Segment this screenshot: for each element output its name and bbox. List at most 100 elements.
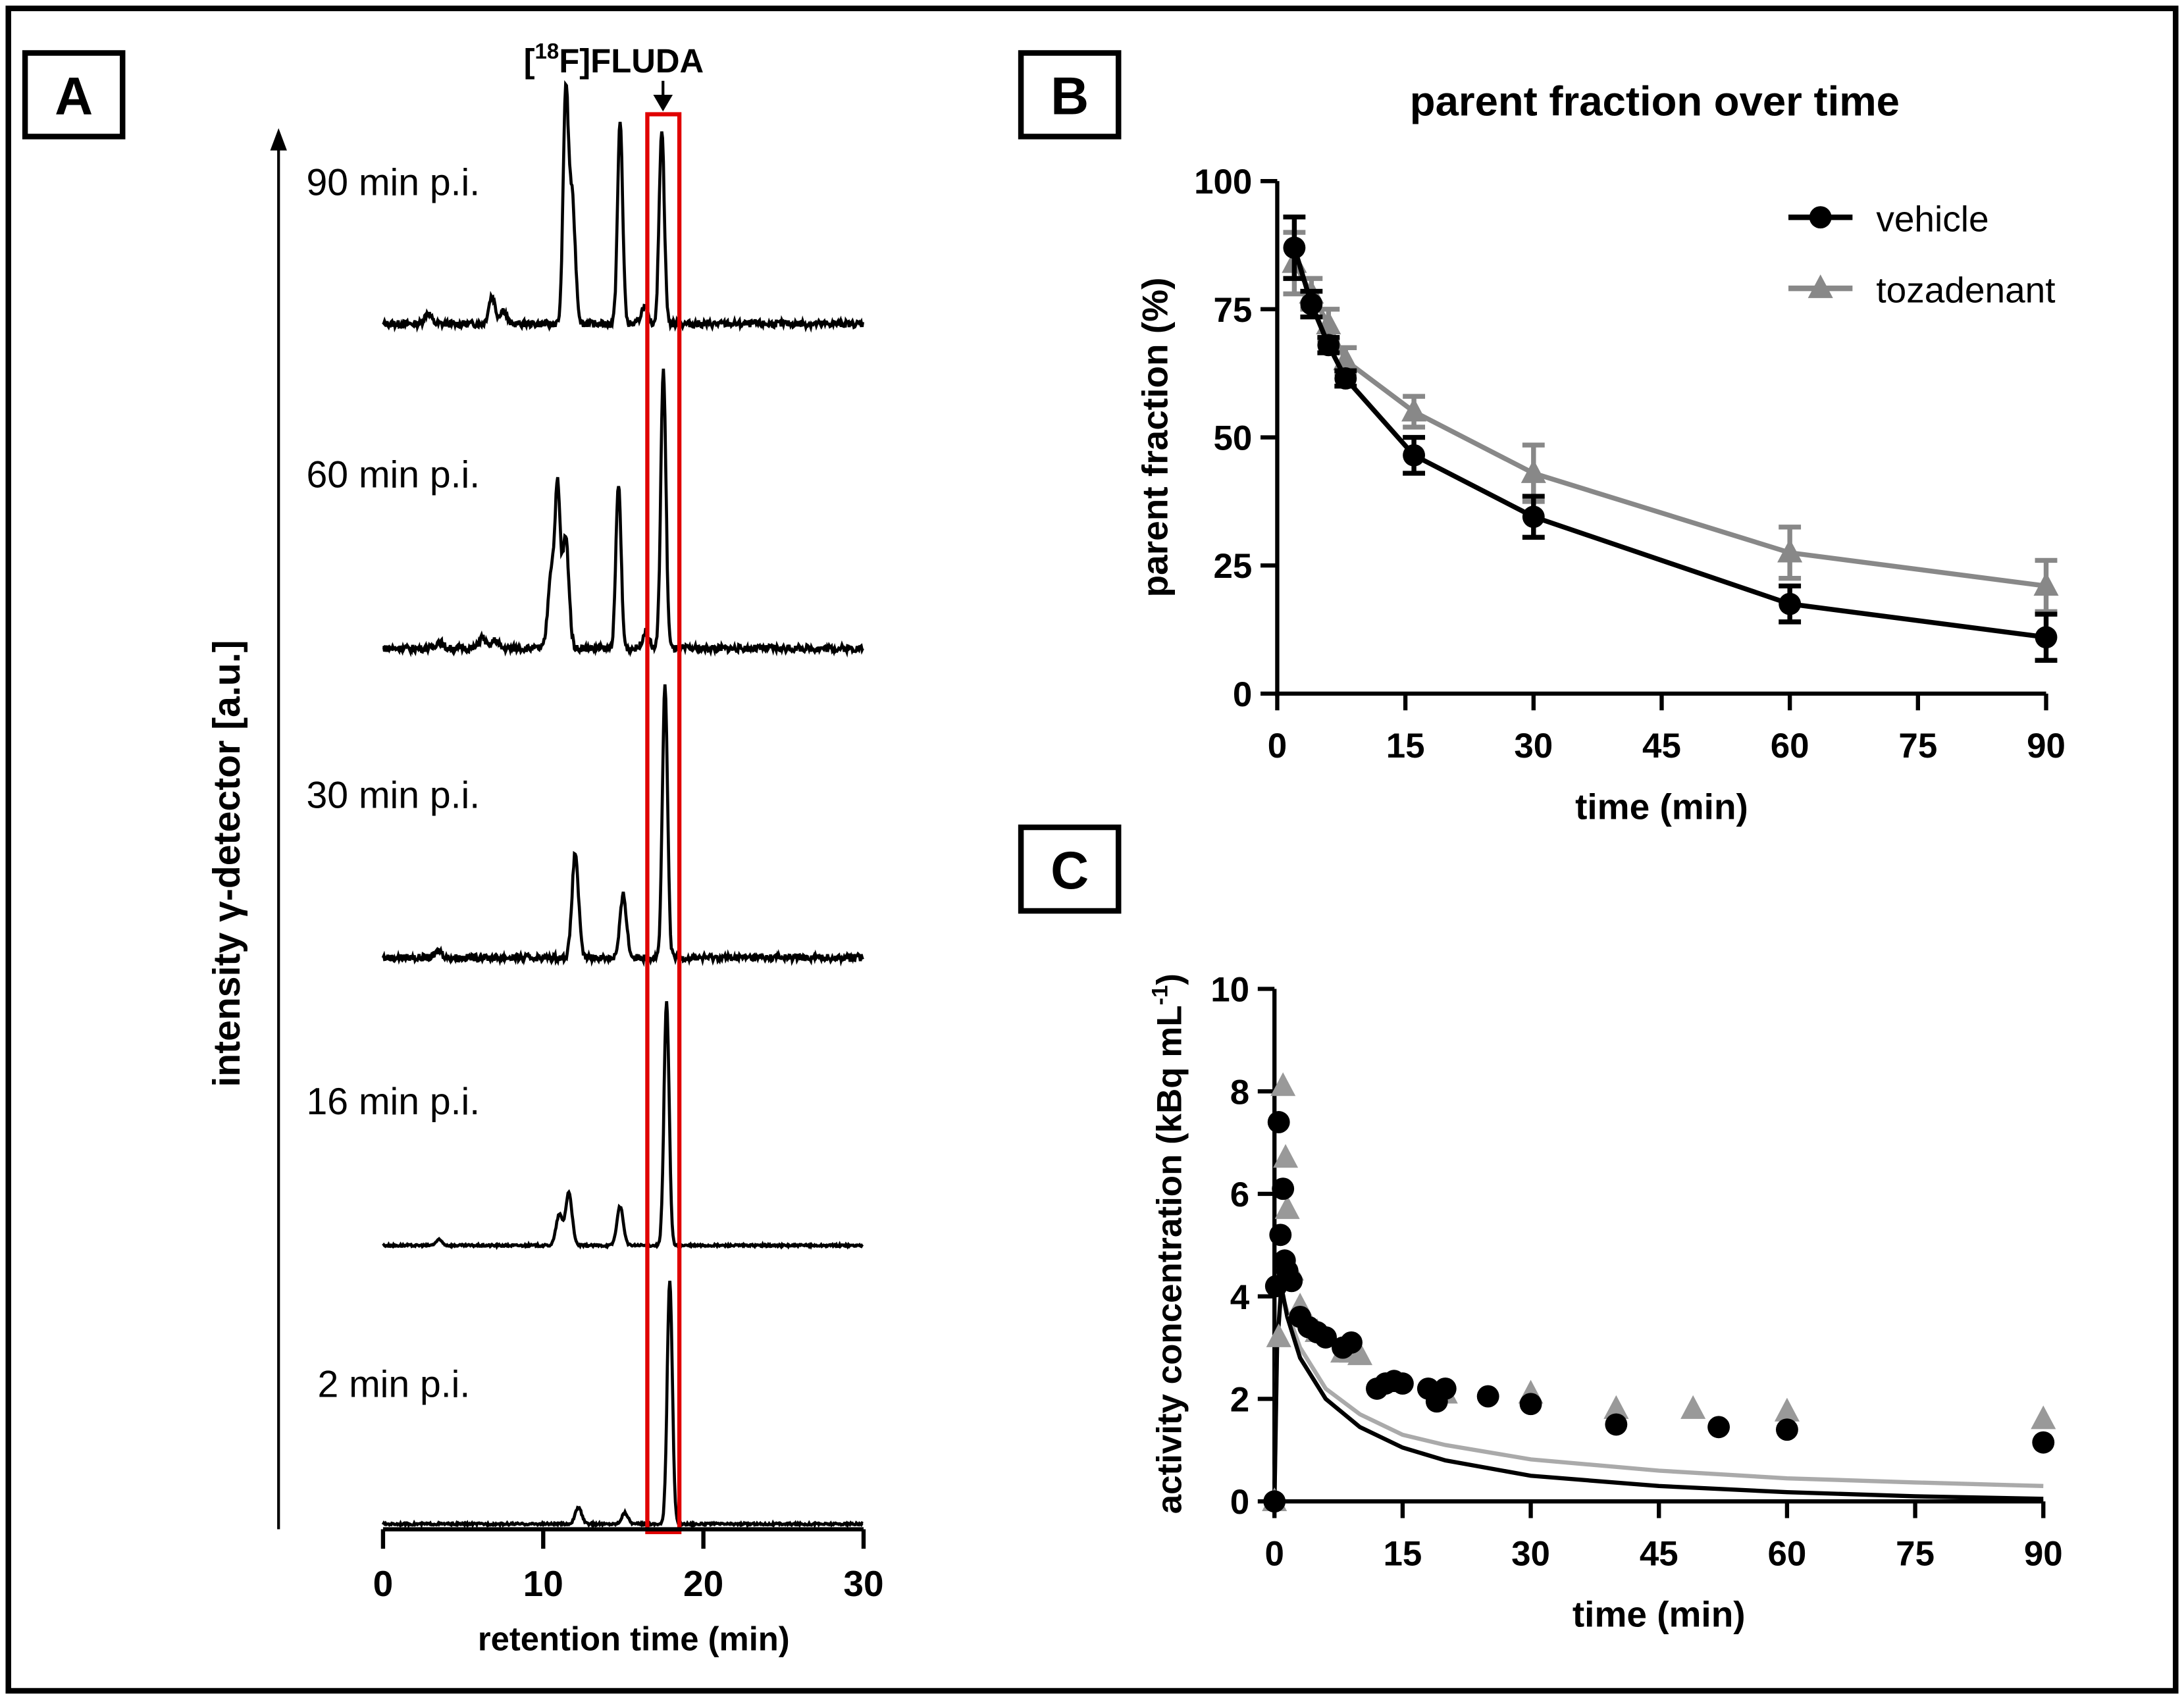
y-axis-label: activity concentration (kBq mL-1) [1147,973,1189,1514]
x-tick-label: 0 [1264,1535,1284,1574]
trace-label: 90 min p.i. [307,161,481,203]
y-axis-label: intensity γ-detector [a.u.] [206,640,248,1087]
x-tick-label: 45 [1640,1535,1678,1574]
data-point-tozadenant [2031,1405,2056,1430]
x-tick-label: 60 [1767,1535,1806,1574]
trace-label: 2 min p.i. [317,1364,470,1406]
x-tick-label: 15 [1383,1535,1422,1574]
data-point-vehicle [1283,236,1306,259]
data-point-tozadenant [2033,572,2059,596]
y-tick-label: 4 [1230,1278,1250,1317]
data-point-vehicle [1340,1331,1363,1354]
panel-b-parent-fraction: 0 25 50 75 100 0 15 30 45 60 75 90 time (min) parent … [1134,79,2066,827]
panel-label-box-c [1018,824,1122,914]
chart-title: parent fraction over time [1410,79,1900,125]
x-tick-label: 75 [1896,1535,1935,1574]
legend-label-vehicle: vehicle [1876,198,1989,239]
data-point-vehicle [1775,1418,1798,1441]
data-point-vehicle [2035,626,2058,649]
x-tick-label: 30 [1514,727,1553,765]
x-tick-label: 15 [1386,727,1425,765]
data-point-vehicle [1317,334,1340,357]
x-axis-label: retention time (min) [478,1620,790,1658]
y-tick-label: 0 [1230,1483,1249,1522]
x-axis-label: time (min) [1573,1594,1746,1635]
data-point-vehicle [1314,1326,1338,1349]
data-point-tozadenant [1603,1395,1629,1419]
arrow-down-icon [653,94,673,112]
data-point-tozadenant [1273,1144,1299,1168]
data-point-tozadenant [1777,538,1803,563]
y-tick-label: 100 [1194,163,1252,201]
data-point-vehicle [1263,1490,1286,1513]
data-point-vehicle [1267,1111,1290,1133]
y-tick-label: 8 [1230,1073,1249,1112]
data-point-tozadenant [1270,1072,1296,1096]
data-point-vehicle [1391,1372,1414,1395]
data-point-tozadenant [1774,1397,1800,1422]
trace-label: 30 min p.i. [307,774,481,816]
x-tick-label: 90 [2024,1535,2063,1574]
data-point-tozadenant [1347,1341,1373,1366]
panel-label-box-b [1018,50,1122,140]
data-point-tozadenant [1266,1323,1291,1347]
y-tick-label: 25 [1214,547,1253,586]
x-tick-label: 0 [1268,727,1287,765]
x-axis-label: time (min) [1575,786,1748,827]
data-point-vehicle [1605,1413,1628,1436]
data-point-tozadenant [1807,274,1833,298]
data-point-vehicle [1403,444,1426,467]
y-tick-label: 2 [1230,1381,1249,1420]
panel-label-box-a [22,50,126,140]
x-tick-label: 45 [1642,727,1681,765]
data-point-tozadenant [1401,398,1427,422]
data-point-vehicle [1300,293,1323,315]
data-point-vehicle [1476,1385,1499,1408]
y-tick-label: 75 [1214,291,1253,330]
x-tick-label: 30 [843,1563,883,1604]
x-tick-label: 30 [1511,1535,1550,1574]
x-tick-label: 10 [523,1563,563,1604]
x-tick-label: 60 [1771,727,1809,765]
y-tick-label: 10 [1210,971,1249,1010]
trace-label: 16 min p.i. [307,1081,481,1123]
data-point-tozadenant [1521,459,1546,483]
data-point-vehicle [1434,1377,1457,1400]
y-tick-label: 6 [1230,1175,1249,1214]
x-tick-label: 90 [2027,727,2066,765]
fluda-highlight-box [645,112,682,1534]
chromatogram-trace [382,1001,864,1251]
data-point-vehicle [1522,505,1545,529]
x-tick-label: 75 [1898,727,1937,765]
data-point-vehicle [1809,206,1832,229]
data-point-vehicle [1269,1224,1292,1247]
panel-label-c: C [1051,841,1089,900]
y-axis-label: parent fraction (%) [1134,278,1175,598]
data-point-vehicle [1272,1177,1295,1200]
panel-c-activity-concentration: 0 2 4 6 8 10 0 15 30 45 60 75 90 time (min) activity c… [1147,971,2062,1635]
fluda-peak-label: [18F]FLUDA [524,39,704,80]
chromatogram-trace [382,80,864,333]
legend-label-tozadenant: tozadenant [1876,269,2055,310]
chromatogram-trace [381,1280,864,1529]
data-point-vehicle [1280,1270,1303,1293]
data-point-vehicle [1707,1416,1730,1439]
arrow-head-icon [270,128,287,151]
data-point-vehicle [2032,1431,2055,1454]
trace-label: 60 min p.i. [307,454,481,496]
x-tick-label: 0 [373,1563,394,1604]
data-point-vehicle [1519,1393,1542,1416]
panel-a-chromatograms: intensity γ-detector [a.u.] 90 min p.i. 60… [206,39,884,1658]
panel-label-b: B [1051,67,1089,126]
data-point-tozadenant [1680,1395,1706,1419]
data-point-vehicle [1334,367,1357,390]
data-point-vehicle [1779,592,1802,615]
x-tick-label: 20 [683,1563,723,1604]
chromatogram-trace [381,684,864,967]
y-tick-label: 50 [1214,419,1253,458]
data-point-tozadenant [1274,1195,1300,1220]
panel-label-a: A [55,67,93,126]
y-tick-label: 0 [1233,675,1252,714]
chromatogram-trace [382,369,864,658]
